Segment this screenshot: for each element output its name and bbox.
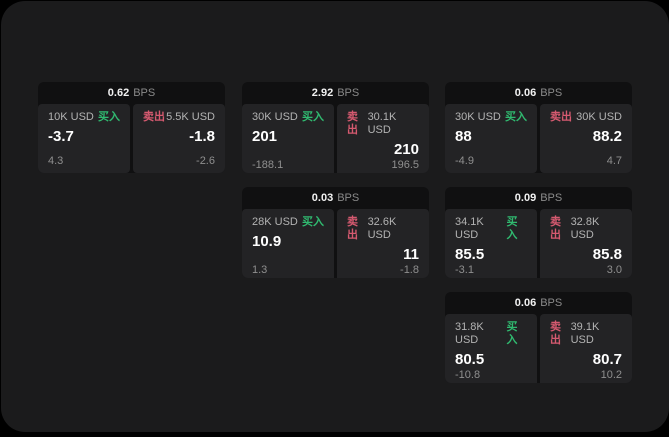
sell-label: 卖出 bbox=[550, 321, 561, 346]
sell-price: 210 bbox=[393, 141, 419, 158]
sell-delta: 10.2 bbox=[600, 369, 622, 381]
sell-panel[interactable]: 卖出 39.1K USD 80.7 10.2 bbox=[540, 314, 632, 383]
sell-panel[interactable]: 卖出 5.5K USD -1.8 -2.6 bbox=[133, 104, 225, 173]
buy-delta: 1.3 bbox=[252, 264, 268, 276]
quote-card: 2.92 BPS 30K USD 买入 201 -188.1 卖出 30.1K … bbox=[242, 82, 429, 173]
sell-amount: 32.8K USD bbox=[570, 216, 600, 241]
sell-label: 卖出 bbox=[550, 216, 561, 241]
buy-panel[interactable]: 28K USD 买入 10.9 1.3 bbox=[242, 209, 334, 278]
buy-label: 买入 bbox=[506, 216, 518, 241]
buy-price: 10.9 bbox=[252, 233, 282, 250]
sell-label: 卖出 bbox=[347, 111, 358, 136]
quote-card: 0.62 BPS 10K USD 买入 -3.7 4.3 卖出 5.5K USD… bbox=[38, 82, 225, 173]
buy-price: 85.5 bbox=[455, 246, 485, 263]
buy-panel[interactable]: 10K USD 买入 -3.7 4.3 bbox=[38, 104, 130, 173]
sell-label: 卖出 bbox=[143, 111, 165, 123]
buy-delta: -3.1 bbox=[455, 264, 474, 276]
spread-unit: BPS bbox=[133, 87, 156, 99]
spread-value: 2.92 bbox=[311, 87, 334, 99]
spread-header: 0.03 BPS bbox=[242, 187, 429, 209]
spread-header: 0.09 BPS bbox=[445, 187, 632, 209]
spread-header: 0.06 BPS bbox=[445, 292, 632, 314]
buy-amount: 31.8K USD bbox=[455, 321, 484, 346]
sell-price: 80.7 bbox=[592, 351, 622, 368]
spread-unit: BPS bbox=[337, 87, 360, 99]
spread-value: 0.62 bbox=[107, 87, 130, 99]
buy-price: 80.5 bbox=[455, 351, 485, 368]
sell-amount: 39.1K USD bbox=[570, 321, 600, 346]
sell-amount: 32.6K USD bbox=[367, 216, 397, 241]
sell-price: 85.8 bbox=[592, 246, 622, 263]
spread-unit: BPS bbox=[540, 87, 563, 99]
quote-card: 0.03 BPS 28K USD 买入 10.9 1.3 卖出 32.6K US… bbox=[242, 187, 429, 278]
spread-unit: BPS bbox=[540, 297, 563, 309]
spread-header: 0.62 BPS bbox=[38, 82, 225, 104]
sell-price: 88.2 bbox=[592, 128, 622, 145]
spread-header: 0.06 BPS bbox=[445, 82, 632, 104]
buy-delta: -188.1 bbox=[252, 159, 284, 171]
sell-price: 11 bbox=[403, 246, 419, 263]
sell-delta: -2.6 bbox=[196, 155, 215, 167]
buy-amount: 30K USD bbox=[455, 111, 501, 123]
quote-card: 0.06 BPS 30K USD 买入 88 -4.9 卖出 30K USD 8… bbox=[445, 82, 632, 173]
sell-delta: 4.7 bbox=[606, 155, 622, 167]
buy-delta: 4.3 bbox=[48, 155, 64, 167]
sell-amount: 5.5K USD bbox=[166, 111, 215, 123]
buy-label: 买入 bbox=[505, 111, 527, 123]
spread-value: 0.06 bbox=[514, 87, 537, 99]
sell-label: 卖出 bbox=[347, 216, 358, 241]
buy-panel[interactable]: 30K USD 买入 88 -4.9 bbox=[445, 104, 537, 173]
sell-price: -1.8 bbox=[189, 128, 215, 145]
buy-panel[interactable]: 31.8K USD 买入 80.5 -10.8 bbox=[445, 314, 537, 383]
buy-amount: 10K USD bbox=[48, 111, 94, 123]
buy-amount: 28K USD bbox=[252, 216, 298, 228]
spread-value: 0.03 bbox=[311, 192, 334, 204]
buy-amount: 30K USD bbox=[252, 111, 298, 123]
spread-unit: BPS bbox=[337, 192, 360, 204]
buy-price: -3.7 bbox=[48, 128, 74, 145]
spread-value: 0.06 bbox=[514, 297, 537, 309]
buy-label: 买入 bbox=[506, 321, 518, 346]
buy-delta: -10.8 bbox=[455, 369, 481, 381]
sell-panel[interactable]: 卖出 32.8K USD 85.8 3.0 bbox=[540, 209, 632, 278]
buy-label: 买入 bbox=[302, 111, 324, 123]
spread-value: 0.09 bbox=[514, 192, 537, 204]
sell-delta: -1.8 bbox=[400, 264, 419, 276]
sell-panel[interactable]: 卖出 30K USD 88.2 4.7 bbox=[540, 104, 632, 173]
buy-amount: 34.1K USD bbox=[455, 216, 484, 241]
buy-delta: -4.9 bbox=[455, 155, 474, 167]
sell-delta: 3.0 bbox=[606, 264, 622, 276]
buy-panel[interactable]: 34.1K USD 买入 85.5 -3.1 bbox=[445, 209, 537, 278]
sell-amount: 30.1K USD bbox=[367, 111, 397, 136]
quote-card: 0.09 BPS 34.1K USD 买入 85.5 -3.1 卖出 32.8K… bbox=[445, 187, 632, 278]
buy-price: 201 bbox=[252, 128, 278, 145]
buy-panel[interactable]: 30K USD 买入 201 -188.1 bbox=[242, 104, 334, 173]
sell-panel[interactable]: 卖出 32.6K USD 11 -1.8 bbox=[337, 209, 429, 278]
buy-label: 买入 bbox=[98, 111, 120, 123]
sell-label: 卖出 bbox=[550, 111, 572, 123]
spread-header: 2.92 BPS bbox=[242, 82, 429, 104]
buy-price: 88 bbox=[455, 128, 472, 145]
spread-unit: BPS bbox=[540, 192, 563, 204]
sell-delta: 196.5 bbox=[391, 159, 419, 171]
sell-panel[interactable]: 卖出 30.1K USD 210 196.5 bbox=[337, 104, 429, 173]
buy-label: 买入 bbox=[302, 216, 324, 228]
sell-amount: 30K USD bbox=[576, 111, 622, 123]
quote-card: 0.06 BPS 31.8K USD 买入 80.5 -10.8 卖出 39.1… bbox=[445, 292, 632, 383]
